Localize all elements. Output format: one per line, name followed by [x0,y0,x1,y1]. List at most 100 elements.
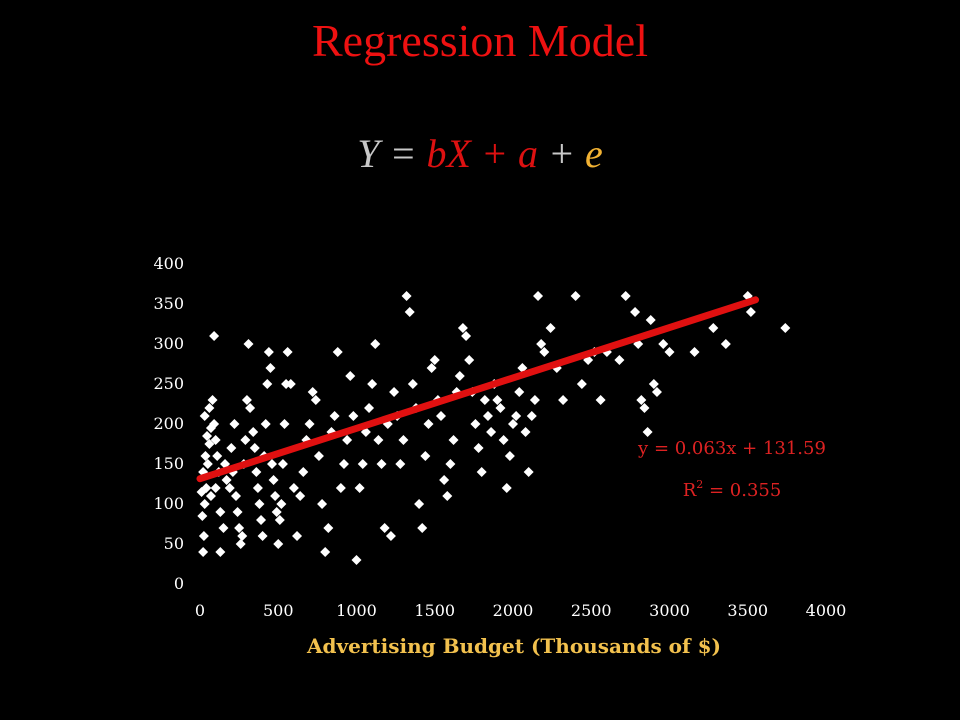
r-squared-prefix: R [683,480,697,501]
data-point [257,531,268,541]
x-axis-ticks: 0 500 1000 1500 2000 2500 3000 3500 4000 [195,601,846,620]
equation-e: e [584,131,603,176]
data-point [262,379,273,389]
data-point [651,387,662,397]
data-point [230,491,241,501]
data-point [395,459,406,469]
data-point [243,339,254,349]
y-tick-label: 100 [153,494,184,513]
data-point [404,307,415,317]
x-tick-label: 3500 [727,601,768,620]
data-point [207,395,218,405]
data-point [202,459,213,469]
data-point [209,331,220,341]
data-point [329,411,340,421]
data-point [648,379,659,389]
data-point [270,491,281,501]
data-point [570,291,581,301]
data-point [218,523,229,533]
r-squared-superscript: 2 [696,478,703,491]
data-point [539,347,550,357]
y-tick-label: 0 [174,574,184,593]
data-point [348,411,359,421]
equation-plus-2: + [537,131,585,176]
data-point [498,435,509,445]
data-point [251,467,262,477]
data-point [379,523,390,533]
data-point [310,395,321,405]
r-squared-label: R2 = 0.355 [683,478,782,501]
data-point [342,435,353,445]
data-point [285,379,296,389]
data-point [204,403,215,413]
x-tick-label: 1500 [414,601,455,620]
data-point [268,475,279,485]
data-point [266,459,277,469]
data-point [420,451,431,461]
data-point [526,411,537,421]
y-tick-label: 350 [153,294,184,313]
x-tick-label: 500 [263,601,294,620]
x-tick-label: 2000 [493,601,534,620]
data-point [248,427,259,437]
data-point [277,459,288,469]
y-tick-label: 50 [164,534,184,553]
data-point [664,347,675,357]
y-axis-ticks: 0 50 100 150 200 250 300 350 400 [153,254,184,593]
data-point [197,511,208,521]
data-point [199,499,210,509]
data-point [470,419,481,429]
x-tick-label: 4000 [806,601,847,620]
data-point [198,547,209,557]
data-point [429,355,440,365]
data-point [200,451,211,461]
data-point [636,395,647,405]
data-point [529,395,540,405]
equation-y: Y [357,131,380,176]
data-point [279,419,290,429]
data-point [224,483,235,493]
data-point [436,411,447,421]
data-point [265,363,276,373]
data-point [780,323,791,333]
data-point [354,483,365,493]
data-point [263,347,274,357]
data-point [209,419,220,429]
data-point [545,323,556,333]
data-point [274,515,285,525]
data-point [254,499,265,509]
data-point [212,451,223,461]
data-point [307,387,318,397]
data-point [273,539,284,549]
data-point [364,403,375,413]
data-point [229,419,240,429]
equation-a: a [517,131,538,176]
data-point [595,395,606,405]
equation-bx: bX [426,131,471,176]
data-point [313,451,324,461]
data-point [202,431,213,441]
data-point [320,547,331,557]
data-point [201,483,212,493]
data-point [205,491,216,501]
data-point [745,307,756,317]
data-point [708,323,719,333]
data-point [256,515,267,525]
data-point [479,395,490,405]
data-point [373,435,384,445]
data-point [439,475,450,485]
data-point [323,523,334,533]
data-point [210,435,221,445]
data-point [234,523,245,533]
x-tick-label: 2500 [571,601,612,620]
data-point [357,459,368,469]
data-point [461,331,472,341]
data-point [630,307,641,317]
data-point [492,395,503,405]
data-point [249,443,260,453]
data-point [215,507,226,517]
equation-equals: = [379,131,427,176]
data-point [558,395,569,405]
data-point [385,531,396,541]
